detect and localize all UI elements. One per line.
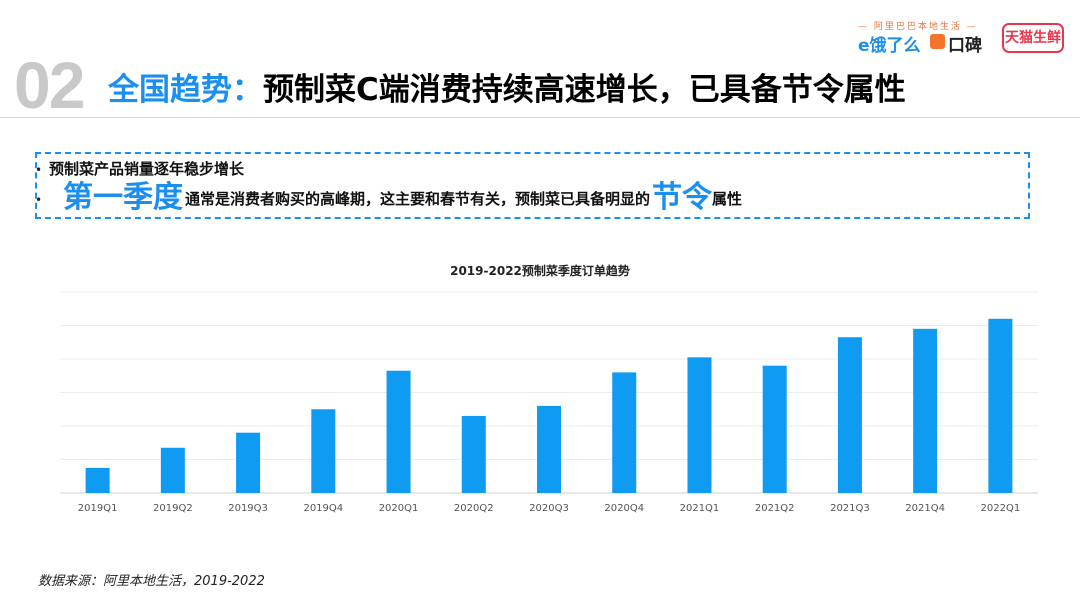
x-tick-label: 2021Q2 [755,503,795,514]
bar-2021Q1 [687,357,712,493]
bar-2020Q1 [386,370,411,493]
x-tick-label: 2021Q4 [905,503,945,514]
highlight-first-quarter: 第一季度 [63,180,183,215]
bar-2019Q1 [85,467,110,493]
bar-2020Q3 [537,405,561,493]
bullet-sales-growth: • 预制菜产品销量逐年稳步增长 [35,158,244,179]
brand-tagline: — 阿里巴巴本地生活 — [858,22,978,32]
x-tick-label: 2021Q3 [830,503,870,514]
highlight-seasonal: 节令 [652,180,713,215]
x-tick-label: 2019Q2 [153,503,193,514]
page-title-main: 预制菜C端消费持续高速增长，已具备节令属性 [263,72,906,108]
bullet-dot: • [35,192,43,207]
x-tick-label: 2020Q1 [379,503,419,514]
bar-2022Q1 [988,318,1013,493]
x-tick-label: 2021Q1 [680,503,720,514]
bar-2021Q3 [837,337,862,493]
eleme-logo: e饿了么 [858,36,921,56]
x-tick-label: 2019Q1 [78,503,118,514]
page-title-accent: 全国趋势： [108,72,263,108]
koubei-icon [930,34,945,49]
page-title: 全国趋势：预制菜C端消费持续高速增长，已具备节令属性 [108,70,906,110]
koubei-logo: 口碑 [948,36,982,56]
bar-2019Q2 [160,447,185,493]
bar-2019Q4 [311,409,336,493]
x-tick-label: 2020Q4 [604,503,644,514]
x-tick-label: 2020Q2 [454,503,494,514]
key-findings-callout: • 预制菜产品销量逐年稳步增长 • 第一季度 通常是消费者购买的高峰期，这主要和春节有… [35,152,1030,219]
chart-title: 2019-2022预制菜季度订单趋势 [450,264,630,278]
bar-2021Q4 [913,328,938,493]
bullet-sales-growth-text: 预制菜产品销量逐年稳步增长 [49,160,245,178]
bar-2020Q4 [612,372,637,493]
bullet-seasonality-tail: 属性 [712,190,743,208]
x-tick-label: 2022Q1 [981,503,1021,514]
x-tick-label: 2020Q3 [529,503,569,514]
header-divider [0,117,1080,118]
x-tick-label: 2019Q4 [303,503,343,514]
bar-2020Q2 [461,415,486,493]
bullet-seasonality: • 第一季度 通常是消费者购买的高峰期，这主要和春节有关，预制菜已具备明显的节令属性 [35,178,742,220]
bullet-dot: • [35,162,43,177]
tmall-fresh-logo: 天猫生鲜 [1002,23,1064,53]
x-tick-label: 2019Q3 [228,503,268,514]
quarterly-orders-bar-chart: 2019Q1 2019Q2 2019Q3 2019Q4 2020Q1 2020Q2 2020… [60,291,1038,514]
section-number: 02 [14,48,85,122]
bullet-seasonality-text: 通常是消费者购买的高峰期，这主要和春节有关，预制菜已具备明显的 [185,190,651,208]
data-source-note: 数据来源：阿里本地生活，2019-2022 [38,574,265,589]
bar-2021Q2 [762,365,787,493]
bar-2019Q3 [236,432,261,493]
